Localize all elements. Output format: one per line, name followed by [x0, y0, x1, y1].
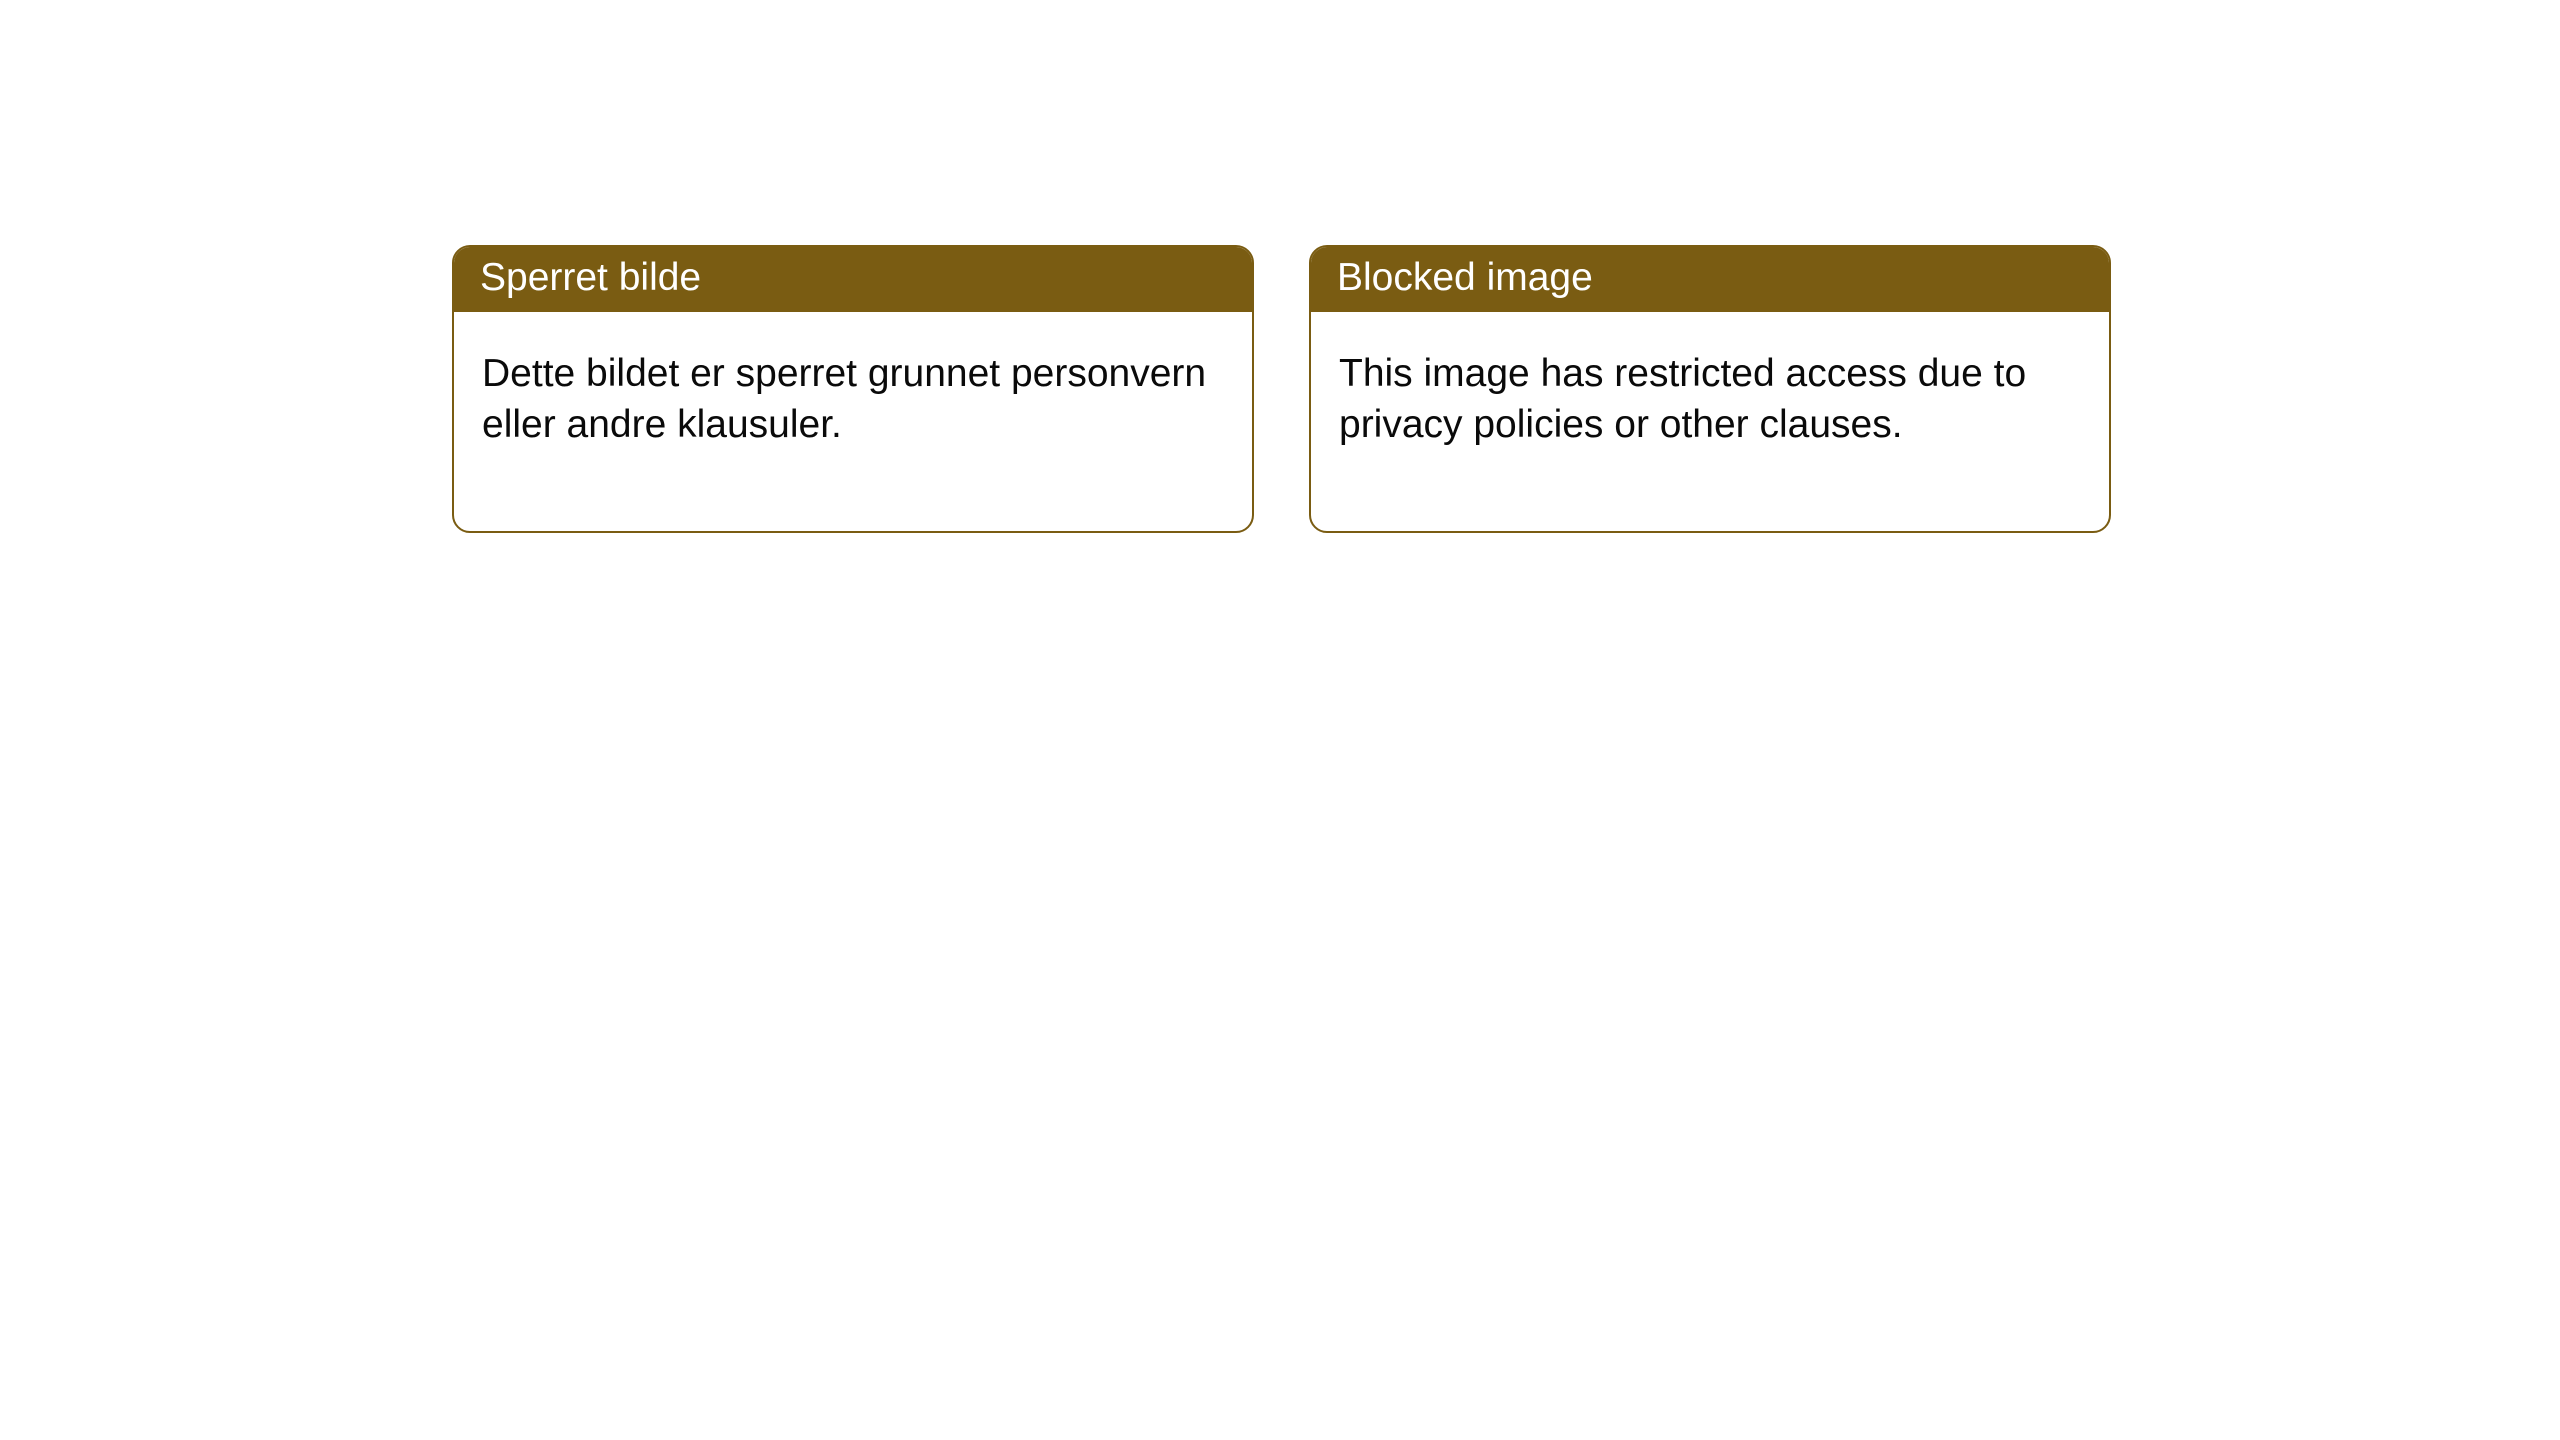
notice-message-no: Dette bildet er sperret grunnet personve… [454, 312, 1252, 531]
notice-message-en: This image has restricted access due to … [1311, 312, 2109, 531]
notice-card-no: Sperret bilde Dette bildet er sperret gr… [452, 245, 1254, 533]
notice-card-en: Blocked image This image has restricted … [1309, 245, 2111, 533]
notice-container: Sperret bilde Dette bildet er sperret gr… [0, 0, 2560, 533]
notice-title-en: Blocked image [1311, 247, 2109, 312]
notice-title-no: Sperret bilde [454, 247, 1252, 312]
